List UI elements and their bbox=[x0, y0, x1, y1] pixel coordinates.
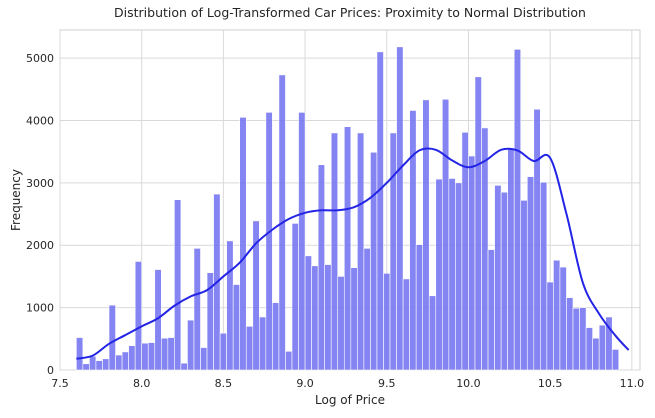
histogram-bar bbox=[245, 326, 254, 371]
histogram-bar bbox=[500, 191, 508, 371]
y-tick-label: 5000 bbox=[26, 52, 54, 65]
histogram-bar bbox=[474, 76, 482, 371]
x-tick-label: 11.0 bbox=[620, 377, 645, 390]
histogram-bar bbox=[134, 261, 142, 371]
histogram-bar bbox=[494, 185, 502, 371]
histogram-bar bbox=[193, 248, 201, 371]
histogram-bar bbox=[180, 362, 188, 371]
histogram-bar bbox=[265, 112, 273, 371]
x-axis-ticks: 7.5 8.0 8.5 9.0 9.5 10.0 10.5 11.0 bbox=[51, 377, 644, 390]
histogram-bar bbox=[252, 220, 260, 371]
x-tick-label: 10.0 bbox=[456, 377, 481, 390]
histogram-bar bbox=[376, 51, 384, 371]
histogram-bar bbox=[128, 345, 136, 371]
histogram-bar bbox=[389, 132, 397, 371]
histogram-bar bbox=[95, 360, 103, 371]
histogram-bar bbox=[82, 363, 90, 371]
histogram-bar bbox=[481, 127, 489, 371]
histogram-bar bbox=[540, 181, 548, 371]
histogram-bar bbox=[396, 46, 404, 371]
histogram-bar bbox=[363, 248, 371, 371]
histogram-bar bbox=[468, 155, 476, 371]
y-tick-label: 0 bbox=[47, 364, 54, 377]
histogram-bar bbox=[520, 200, 528, 371]
histogram-bar bbox=[121, 351, 129, 371]
x-tick-label: 9.0 bbox=[296, 377, 314, 390]
chart-title: Distribution of Log-Transformed Car Pric… bbox=[114, 5, 586, 20]
histogram-bar bbox=[272, 302, 280, 371]
histogram-bar bbox=[579, 307, 587, 371]
histogram-bar bbox=[160, 337, 169, 371]
x-tick-label: 9.5 bbox=[378, 377, 396, 390]
histogram-bar bbox=[559, 266, 567, 371]
y-tick-label: 2000 bbox=[26, 239, 54, 252]
histogram-bar bbox=[526, 176, 535, 371]
histogram-bar bbox=[513, 49, 522, 371]
histogram-bar bbox=[611, 349, 620, 371]
histogram-bar bbox=[232, 284, 241, 371]
histogram-bar bbox=[592, 337, 600, 371]
histogram-bar bbox=[435, 178, 443, 371]
histogram-bar bbox=[402, 278, 410, 371]
histogram-bar bbox=[174, 199, 182, 371]
histogram-bar bbox=[455, 182, 463, 371]
histogram-bar bbox=[330, 132, 339, 371]
histogram-bar bbox=[76, 337, 84, 371]
x-tick-label: 10.5 bbox=[538, 377, 563, 390]
histogram-bar bbox=[291, 223, 299, 371]
histogram-bar bbox=[187, 319, 195, 371]
kde-line bbox=[76, 147, 630, 360]
y-tick-label: 1000 bbox=[26, 302, 54, 315]
histogram-bar bbox=[598, 324, 606, 371]
histogram-bar bbox=[239, 117, 247, 371]
y-axis-ticks: 0 1000 2000 3000 4000 5000 bbox=[26, 52, 54, 377]
y-tick-label: 4000 bbox=[26, 114, 54, 127]
y-axis-label: Frequency bbox=[9, 169, 23, 231]
histogram-bar bbox=[89, 355, 97, 371]
histogram-bar bbox=[370, 151, 378, 371]
histogram-bar bbox=[553, 259, 561, 371]
histogram-bar bbox=[415, 244, 424, 371]
histogram-bar bbox=[259, 316, 267, 371]
x-tick-label: 8.0 bbox=[133, 377, 151, 390]
histogram-bar bbox=[311, 265, 319, 371]
x-axis-label: Log of Price bbox=[315, 393, 385, 407]
histogram-bar bbox=[147, 342, 156, 371]
histogram-bar bbox=[115, 354, 123, 371]
histogram-bar bbox=[409, 110, 417, 371]
x-tick-label: 7.5 bbox=[51, 377, 69, 390]
histogram-bar bbox=[507, 147, 515, 371]
histogram-bar bbox=[304, 255, 312, 371]
histogram-bar bbox=[167, 337, 175, 371]
histogram-bar bbox=[285, 350, 293, 371]
histogram-bar bbox=[350, 267, 358, 371]
histogram-bar bbox=[219, 332, 227, 371]
histogram-bar bbox=[585, 327, 593, 371]
histogram-bar bbox=[200, 347, 208, 371]
y-tick-label: 3000 bbox=[26, 177, 54, 190]
histogram-bar bbox=[343, 126, 352, 371]
histogram-bar bbox=[428, 295, 437, 371]
histogram-bar bbox=[422, 99, 430, 371]
histogram-bar bbox=[566, 297, 574, 371]
histogram-bar bbox=[572, 307, 580, 371]
histogram-bar bbox=[298, 112, 306, 371]
histogram-bar bbox=[108, 304, 116, 371]
histogram-bar bbox=[324, 264, 332, 371]
histogram-bar bbox=[383, 273, 391, 371]
histogram-bar bbox=[141, 342, 149, 371]
histogram-bar bbox=[487, 249, 495, 371]
histogram-bar bbox=[605, 316, 613, 371]
histogram-bar bbox=[337, 276, 345, 371]
histogram-bar bbox=[533, 108, 541, 371]
histogram-bar bbox=[448, 178, 456, 371]
histogram-bar bbox=[442, 98, 450, 371]
x-tick-label: 8.5 bbox=[215, 377, 233, 390]
histogram-bar bbox=[546, 281, 554, 371]
histogram-bar bbox=[357, 132, 365, 371]
histogram-bar bbox=[317, 164, 325, 371]
histogram-bar bbox=[102, 358, 110, 371]
histogram-bar bbox=[226, 240, 234, 371]
